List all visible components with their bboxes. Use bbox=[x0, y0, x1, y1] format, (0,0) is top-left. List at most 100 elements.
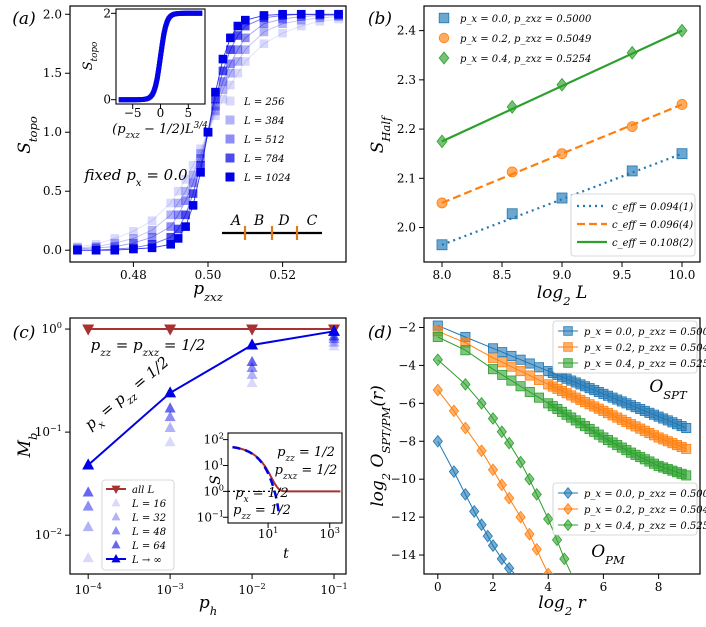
legend-label: L → ∞ bbox=[131, 555, 162, 566]
x-tick-label: 9.0 bbox=[552, 268, 571, 282]
data-marker bbox=[226, 80, 235, 90]
data-marker bbox=[460, 377, 471, 391]
data-marker bbox=[531, 542, 542, 556]
fit-label: c_eff = 0.096(4) bbox=[612, 220, 693, 231]
data-marker bbox=[487, 352, 498, 363]
inset-x-tick-label: −5 bbox=[124, 106, 142, 120]
legend-marker bbox=[438, 12, 450, 24]
data-marker bbox=[181, 175, 190, 184]
x-tick-label: 10−3 bbox=[156, 581, 183, 597]
inset-label-px: px = 1/2 bbox=[235, 486, 288, 505]
x-axis-label: log2 r bbox=[538, 593, 586, 618]
data-marker bbox=[515, 455, 526, 469]
inset-y-tick-label: 10−1 bbox=[197, 508, 224, 524]
data-marker bbox=[515, 354, 526, 365]
chain-label: A bbox=[229, 213, 241, 229]
data-marker bbox=[259, 11, 269, 20]
annotation-px: px = pzz = 1/2 bbox=[81, 353, 175, 437]
data-marker bbox=[328, 324, 341, 336]
data-marker bbox=[240, 15, 250, 25]
inset-y-axis-label: S bbox=[208, 475, 224, 485]
y-tick-label: −2 bbox=[398, 320, 416, 334]
legend-marker bbox=[111, 485, 121, 494]
legend-label: p_x = 0.4, p_zxz = 0.5254 bbox=[460, 54, 591, 65]
legend-marker bbox=[111, 540, 121, 549]
data-marker bbox=[315, 9, 325, 19]
data-marker bbox=[147, 225, 157, 235]
data-marker bbox=[476, 396, 487, 410]
data-marker bbox=[91, 240, 101, 249]
data-marker bbox=[487, 463, 499, 477]
data-marker bbox=[166, 198, 176, 208]
inset-x-tick-label: 5 bbox=[184, 106, 192, 120]
data-marker bbox=[524, 370, 535, 381]
data-marker bbox=[681, 443, 692, 454]
data-marker bbox=[504, 561, 515, 574]
data-marker bbox=[334, 14, 343, 24]
data-marker bbox=[436, 197, 448, 209]
data-marker bbox=[524, 386, 535, 397]
data-marker bbox=[681, 470, 692, 481]
inset-x-axis-label: (pzxz − 1/2)L3/4 bbox=[112, 121, 208, 141]
data-marker bbox=[460, 345, 471, 356]
data-marker bbox=[487, 412, 499, 425]
data-marker bbox=[515, 366, 526, 377]
legend-label: L = 384 bbox=[243, 116, 284, 127]
data-marker bbox=[556, 148, 568, 160]
data-marker bbox=[82, 458, 95, 470]
data-marker bbox=[211, 111, 220, 121]
data-marker bbox=[487, 343, 498, 354]
x-tick-label: 9.5 bbox=[612, 268, 631, 282]
data-marker bbox=[496, 478, 507, 492]
data-marker bbox=[506, 375, 517, 386]
data-marker bbox=[246, 361, 258, 373]
data-marker bbox=[129, 234, 138, 243]
legend-label: L = 256 bbox=[243, 97, 285, 108]
data-marker bbox=[436, 134, 448, 149]
data-marker bbox=[147, 216, 157, 226]
data-marker bbox=[188, 201, 198, 210]
y-tick-label: 10−2 bbox=[35, 526, 62, 542]
data-marker bbox=[448, 465, 460, 478]
data-marker bbox=[196, 149, 205, 158]
data-marker bbox=[515, 381, 526, 392]
data-marker bbox=[506, 208, 518, 220]
y-axis-label: Mb bbox=[15, 433, 40, 459]
data-marker bbox=[188, 160, 198, 170]
legend-label: L = 1024 bbox=[243, 173, 291, 184]
data-marker bbox=[110, 234, 120, 243]
data-marker bbox=[218, 66, 228, 76]
data-marker bbox=[218, 77, 228, 86]
data-marker bbox=[181, 196, 190, 205]
fit-label: c_eff = 0.108(2) bbox=[612, 238, 693, 249]
y-axis-label: log2 OSPT/PM(r) bbox=[368, 385, 393, 507]
data-marker bbox=[233, 68, 243, 78]
data-marker bbox=[487, 364, 498, 375]
legend-box-spt bbox=[552, 320, 698, 374]
data-marker bbox=[181, 186, 190, 196]
data-marker bbox=[534, 392, 545, 403]
legend-marker bbox=[563, 518, 573, 532]
data-marker bbox=[226, 59, 235, 69]
data-marker bbox=[129, 227, 138, 236]
chain-label: B bbox=[253, 213, 264, 229]
data-marker bbox=[278, 28, 287, 38]
data-marker bbox=[496, 552, 507, 566]
data-marker bbox=[676, 23, 688, 38]
x-tick-label: 0.50 bbox=[195, 268, 222, 282]
legend-box-pm bbox=[552, 482, 698, 536]
legend-marker bbox=[563, 502, 573, 516]
data-marker bbox=[173, 234, 183, 243]
legend-marker bbox=[111, 526, 121, 535]
inset-x-tick-label: 0 bbox=[157, 106, 165, 120]
data-marker bbox=[181, 210, 190, 220]
data-marker bbox=[506, 350, 517, 361]
panel-label-a: (a) bbox=[12, 9, 35, 29]
data-marker bbox=[233, 31, 243, 40]
data-marker bbox=[278, 9, 287, 19]
data-marker bbox=[173, 210, 183, 220]
y-tick-label: 0.5 bbox=[43, 184, 62, 198]
data-marker bbox=[91, 245, 101, 255]
data-marker bbox=[147, 232, 157, 242]
